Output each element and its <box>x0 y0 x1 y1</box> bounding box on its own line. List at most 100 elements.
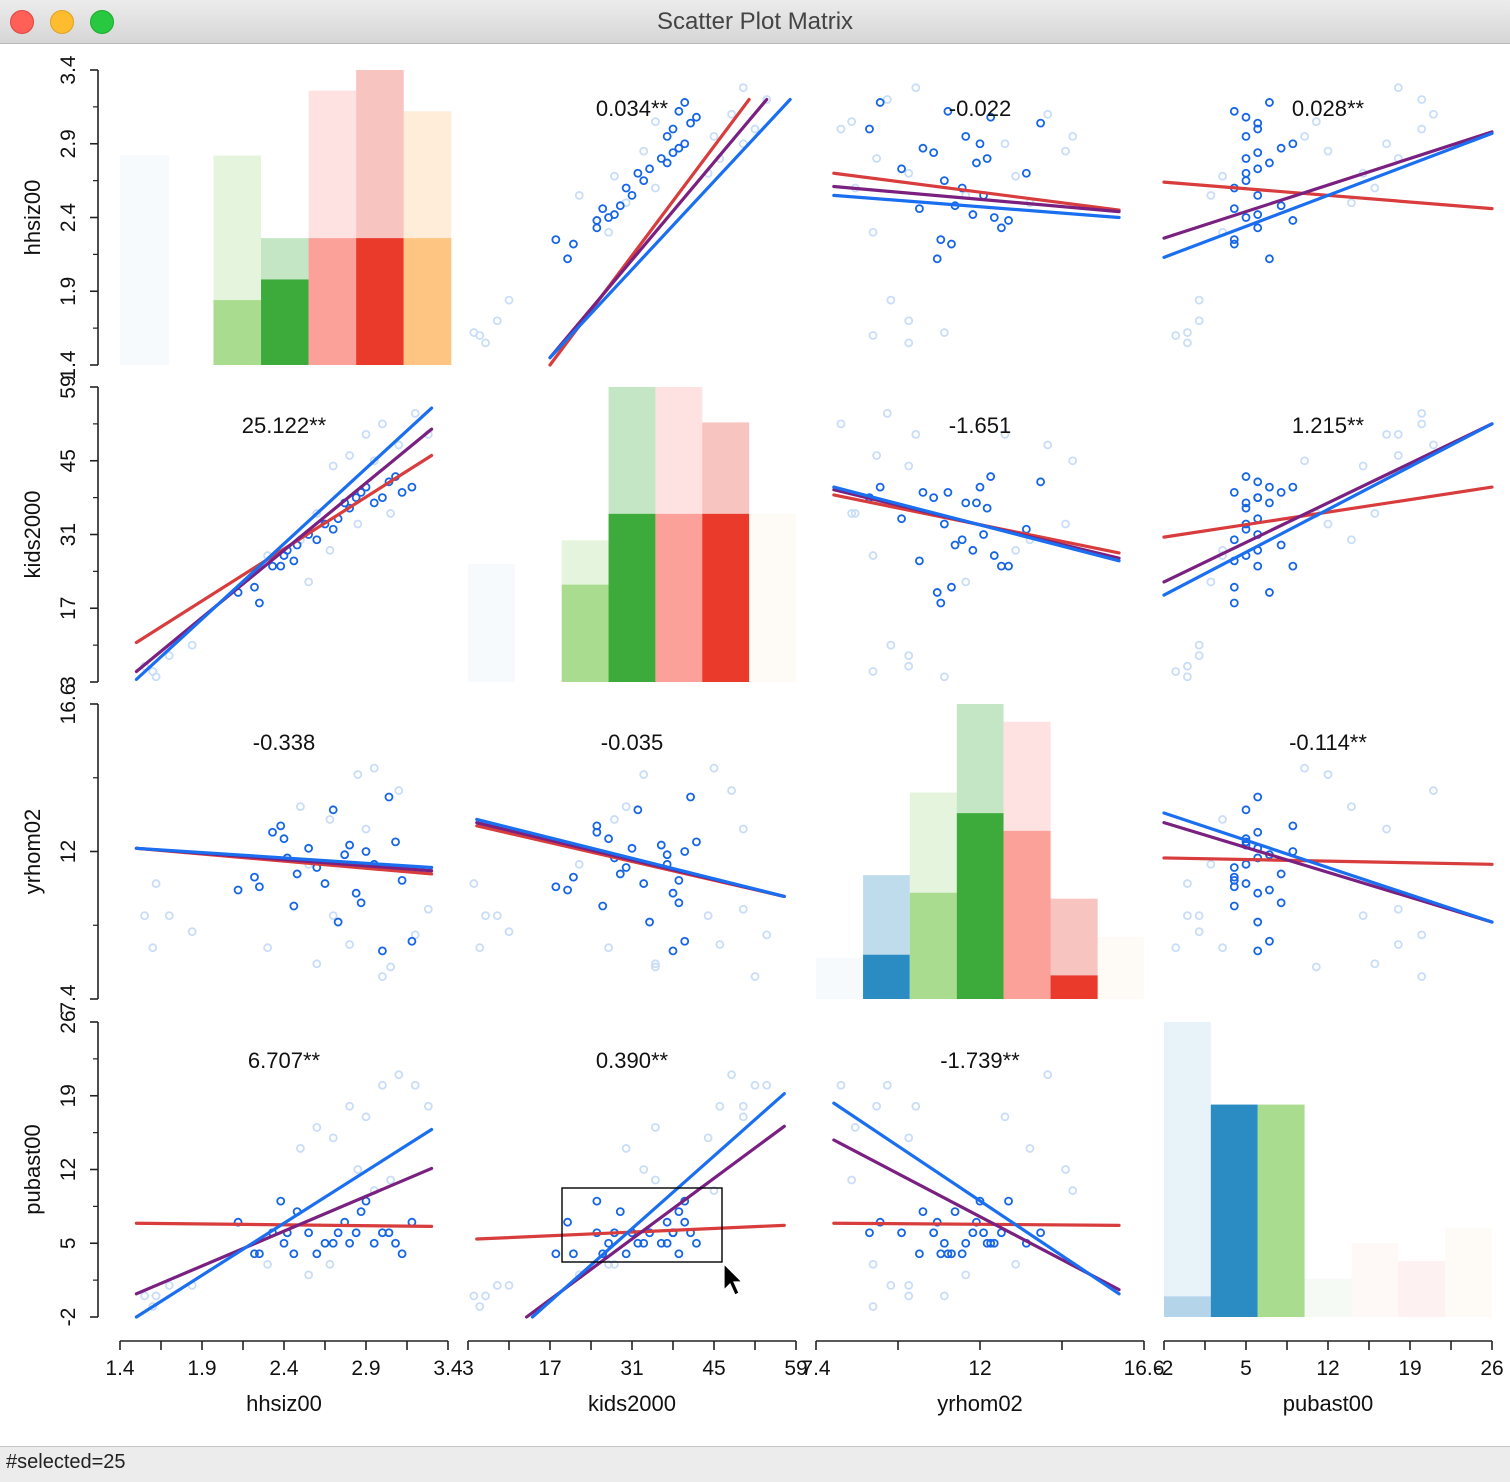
point-1-3-36[interactable] <box>1417 419 1427 429</box>
point-3-0-0[interactable] <box>140 1291 150 1301</box>
point-0-3-43[interactable] <box>1218 171 1227 181</box>
point-2-0-36[interactable] <box>377 972 387 981</box>
selected-point-1-0-6[interactable] <box>250 582 259 592</box>
point-2-3-34[interactable] <box>1393 940 1403 949</box>
histogram-selected-bar-kids2000-1[interactable] <box>561 584 609 682</box>
histogram-selected-bar-pubast00-1[interactable] <box>1210 1104 1258 1317</box>
point-2-3-3[interactable] <box>1194 911 1204 921</box>
point-3-0-37[interactable] <box>394 1070 404 1080</box>
close-window-button[interactable] <box>10 10 34 34</box>
point-3-1-2[interactable] <box>469 1291 479 1301</box>
histogram-selected-bar-hhsiz00-3[interactable] <box>308 238 357 365</box>
selected-point-3-2-16[interactable] <box>939 1238 949 1248</box>
point-2-0-41[interactable] <box>369 763 379 773</box>
selected-point-2-3-25[interactable] <box>1253 946 1263 956</box>
selected-point-1-3-6[interactable] <box>1229 582 1239 592</box>
point-0-3-39[interactable] <box>1393 83 1403 93</box>
selected-point-3-2-28[interactable] <box>943 1249 953 1259</box>
selected-point-0-3-22[interactable] <box>1276 143 1286 153</box>
point-2-3-4[interactable] <box>1194 927 1204 937</box>
histogram-selected-bar-hhsiz00-1[interactable] <box>213 300 262 365</box>
selected-point-1-3-24[interactable] <box>1241 498 1251 508</box>
point-3-1-44[interactable] <box>651 1175 660 1185</box>
selected-point-3-1-28[interactable] <box>674 1249 684 1259</box>
selected-point-0-3-17[interactable] <box>1241 168 1251 178</box>
point-0-1-44[interactable] <box>651 117 660 127</box>
selected-point-2-0-13[interactable] <box>292 869 302 879</box>
point-2-1-42[interactable] <box>574 859 584 869</box>
point-1-2-36[interactable] <box>836 419 846 429</box>
selected-point-1-3-26[interactable] <box>1253 477 1263 487</box>
selected-point-0-3-6[interactable] <box>1229 239 1239 249</box>
selected-point-0-1-7[interactable] <box>551 235 561 245</box>
point-1-3-40[interactable] <box>1323 519 1333 529</box>
point-1-2-40[interactable] <box>1061 519 1070 529</box>
point-2-0-31[interactable] <box>295 802 305 812</box>
selected-point-2-3-26[interactable] <box>1253 792 1263 802</box>
selected-point-2-0-26[interactable] <box>384 792 394 802</box>
point-3-1-4[interactable] <box>504 1280 514 1290</box>
selected-point-2-1-17[interactable] <box>633 805 643 815</box>
point-3-2-43[interactable] <box>1011 1259 1021 1269</box>
point-0-3-36[interactable] <box>1417 124 1427 134</box>
selected-point-2-0-16[interactable] <box>320 879 330 888</box>
selected-point-0-1-13[interactable] <box>615 201 625 211</box>
selected-point-0-1-9[interactable] <box>592 216 602 225</box>
histogram-selected-bar-yrhom02-1[interactable] <box>863 954 910 999</box>
point-3-2-33[interactable] <box>904 1133 914 1143</box>
selected-point-0-2-6[interactable] <box>947 239 956 249</box>
selected-point-2-1-27[interactable] <box>692 837 701 847</box>
selected-point-1-2-23[interactable] <box>975 482 985 492</box>
point-0-1-4[interactable] <box>504 295 514 305</box>
point-0-3-2[interactable] <box>1183 328 1192 337</box>
selected-point-0-2-27[interactable] <box>986 112 996 122</box>
point-2-0-1[interactable] <box>148 943 158 953</box>
histogram-selected-bar-hhsiz00-5[interactable] <box>403 238 452 365</box>
selected-point-2-1-9[interactable] <box>592 821 602 831</box>
point-3-0-1[interactable] <box>148 1302 158 1311</box>
selected-point-0-1-6[interactable] <box>569 239 578 249</box>
point-1-2-3[interactable] <box>904 651 914 661</box>
point-3-2-39[interactable] <box>911 1101 921 1111</box>
selected-point-2-1-28[interactable] <box>674 875 684 885</box>
histogram-bar-kids2000-5[interactable] <box>749 513 796 682</box>
selected-point-2-0-9[interactable] <box>276 821 286 831</box>
selected-point-0-3-8[interactable] <box>1253 223 1263 233</box>
selected-point-3-0-20[interactable] <box>345 1238 355 1248</box>
point-2-3-36[interactable] <box>1417 972 1427 981</box>
selected-point-0-1-5[interactable] <box>563 254 572 264</box>
selected-point-0-2-29[interactable] <box>875 98 885 107</box>
selected-point-3-1-7[interactable] <box>551 1249 561 1259</box>
point-1-2-33[interactable] <box>904 461 914 471</box>
point-3-2-36[interactable] <box>836 1080 846 1090</box>
point-0-2-44[interactable] <box>847 117 857 127</box>
point-1-0-38[interactable] <box>410 408 420 418</box>
point-2-3-2[interactable] <box>1183 879 1192 888</box>
selected-point-0-3-20[interactable] <box>1241 154 1251 163</box>
histogram-bar-yrhom02-6[interactable] <box>1097 937 1144 999</box>
selected-point-2-1-7[interactable] <box>551 882 561 892</box>
point-2-0-0[interactable] <box>140 911 150 921</box>
selected-point-1-0-17[interactable] <box>328 524 338 534</box>
point-1-3-38[interactable] <box>1417 408 1427 418</box>
selected-point-3-0-15[interactable] <box>312 1249 322 1259</box>
selection-rectangle[interactable] <box>561 1187 723 1263</box>
point-1-0-41[interactable] <box>369 456 379 466</box>
point-3-1-35[interactable] <box>738 1112 748 1122</box>
selected-point-2-3-13[interactable] <box>1276 869 1286 879</box>
point-2-3-44[interactable] <box>1311 962 1321 972</box>
selected-point-0-1-8[interactable] <box>592 223 602 233</box>
point-1-2-42[interactable] <box>961 577 971 587</box>
point-0-1-30[interactable] <box>604 227 613 237</box>
selected-point-3-0-9[interactable] <box>276 1196 286 1206</box>
point-1-0-33[interactable] <box>328 461 338 471</box>
selected-point-2-0-5[interactable] <box>233 885 243 895</box>
point-2-3-31[interactable] <box>1347 802 1356 812</box>
point-3-1-31[interactable] <box>621 1144 631 1153</box>
histogram-selected-bar-kids2000-2[interactable] <box>608 513 656 682</box>
selected-point-3-1-6[interactable] <box>569 1249 578 1259</box>
histogram-selected-bar-yrhom02-3[interactable] <box>956 813 1004 999</box>
selected-point-0-3-10[interactable] <box>1241 213 1251 222</box>
selected-point-0-2-7[interactable] <box>936 235 946 245</box>
selected-point-2-0-29[interactable] <box>407 936 417 946</box>
